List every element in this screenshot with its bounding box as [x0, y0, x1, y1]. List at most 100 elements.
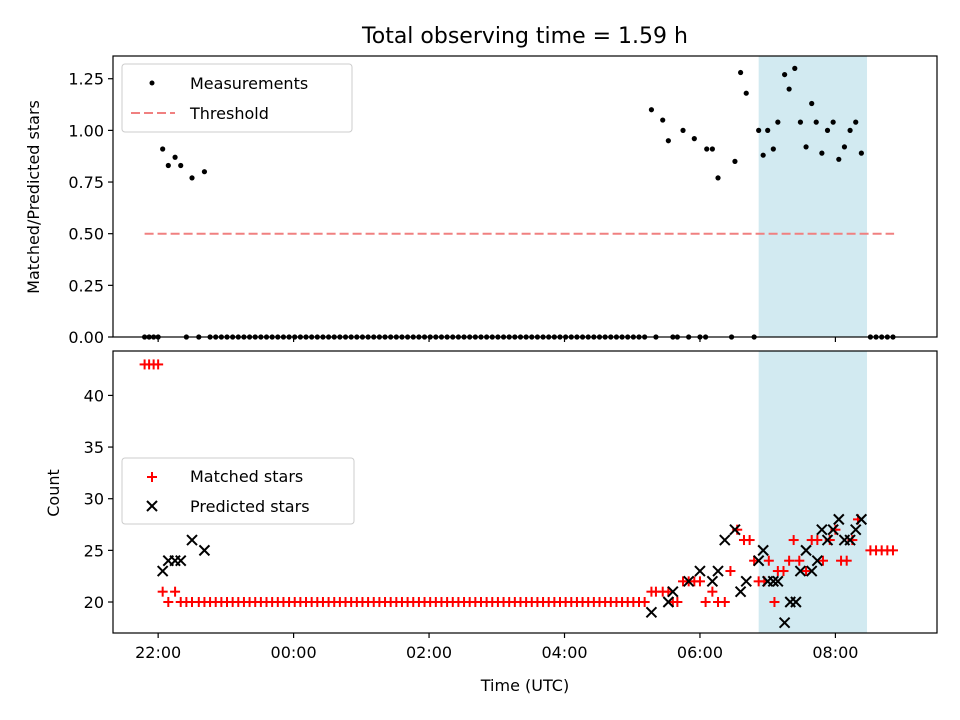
measurement-point — [830, 119, 836, 125]
count-panel-highlight-span — [758, 351, 868, 633]
measurement-point — [803, 144, 809, 150]
matched-star-point — [694, 576, 705, 587]
ratio-panel-y-axis: 0.00 0.25 0.50 0.75 1.00 1.25 — [68, 70, 113, 347]
predicted-star-point — [821, 534, 834, 546]
matched-star-point — [812, 535, 823, 546]
measurement-point — [824, 127, 831, 133]
predicted-star-point — [772, 575, 784, 588]
x-tick-label: 00:00 — [271, 643, 317, 662]
ratio-panel-ylabel: Matched/Predicted stars — [24, 100, 43, 294]
measurement-point — [665, 138, 671, 144]
legend-measurements-marker — [149, 80, 155, 86]
predicted-star-point — [186, 534, 198, 546]
ratio-panel: 0.00 0.25 0.50 0.75 1.00 1.25 Matched/Predict… — [24, 55, 938, 347]
y-tick-label: 25 — [84, 541, 104, 560]
x-axis-label: Time (UTC) — [480, 676, 569, 695]
predicted-star-point — [790, 596, 802, 608]
ratio-panel-legend: Measurements Threshold — [121, 63, 353, 133]
matched-star-point — [672, 597, 683, 608]
predicted-star-point — [757, 544, 769, 557]
predicted-star-point — [198, 544, 211, 557]
measurement-point — [797, 119, 804, 125]
x-tick-label: 02:00 — [406, 643, 452, 662]
matched-star-point — [801, 566, 812, 577]
predicted-star-point — [719, 534, 731, 546]
matched-star-point — [778, 566, 789, 577]
measurement-point — [782, 71, 788, 78]
legend-frame — [121, 63, 353, 133]
measurement-point — [819, 150, 825, 156]
measurement-point — [841, 144, 848, 150]
measurement-point — [765, 127, 771, 133]
matched-star-point — [639, 597, 650, 608]
y-tick-label: 0.75 — [68, 173, 104, 192]
measurement-point — [792, 65, 798, 71]
measurement-point — [853, 119, 859, 125]
measurement-point — [201, 169, 208, 175]
legend-predicted-marker — [146, 500, 158, 512]
y-tick-label: 20 — [84, 593, 104, 612]
count-panel-plot — [139, 359, 898, 629]
y-tick-label: 1.25 — [68, 70, 104, 89]
measurement-point — [732, 158, 738, 164]
matched-star-point — [157, 586, 168, 597]
measurement-point — [704, 146, 710, 152]
measurement-point — [809, 100, 815, 107]
ratio-panel-highlight-span — [758, 56, 868, 337]
measurement-point — [770, 146, 776, 152]
matched-star-point — [788, 535, 799, 546]
x-tick-label: 06:00 — [677, 643, 723, 662]
x-tick-label: 04:00 — [541, 643, 587, 662]
matched-star-point — [153, 359, 164, 370]
x-tick-label: 08:00 — [812, 643, 858, 662]
y-tick-label: 0.25 — [68, 276, 104, 295]
predicted-star-point — [805, 565, 818, 577]
predicted-star-point — [734, 585, 747, 598]
measurement-point — [691, 136, 697, 142]
measurement-point — [660, 117, 666, 123]
predicted-star-point — [827, 523, 839, 536]
y-tick-label: 1.00 — [68, 121, 104, 140]
predicted-star-point — [811, 554, 824, 567]
measurement-point — [760, 152, 766, 158]
count-panel-y-axis: 20 25 30 35 40 — [84, 386, 113, 612]
y-tick-label: 30 — [84, 490, 104, 509]
y-tick-label: 0.50 — [68, 225, 104, 244]
predicted-star-point — [850, 523, 862, 536]
y-tick-label: 35 — [84, 438, 104, 457]
count-panel-ylabel: Count — [44, 469, 63, 517]
measurement-point — [836, 156, 842, 162]
predicted-star-point — [694, 565, 706, 577]
matched-star-point — [700, 597, 711, 608]
matched-star-point — [763, 555, 774, 566]
measurement-point — [165, 162, 171, 169]
predicted-star-point — [662, 596, 675, 608]
legend-threshold-label: Threshold — [189, 104, 269, 123]
predicted-star-point — [175, 554, 187, 567]
measurement-point — [737, 69, 744, 76]
matched-star-point — [719, 597, 730, 608]
measurement-point — [680, 127, 686, 133]
measurement-point — [172, 154, 178, 160]
predicted-star-point — [778, 616, 791, 629]
matched-star-point — [887, 545, 898, 556]
predicted-star-point — [844, 534, 856, 546]
measurement-point — [847, 127, 853, 133]
ratio-panel-x-axis — [157, 337, 837, 342]
predicted-star-point — [767, 575, 780, 588]
predicted-star-point — [833, 513, 845, 526]
measurement-point — [715, 175, 721, 181]
matched-star-point — [794, 555, 805, 566]
matched-star-point — [170, 586, 181, 597]
matched-star-point — [707, 586, 718, 597]
count-panel-frame — [112, 350, 938, 634]
count-panel: 20 25 30 35 40 22:00 00:00 02:00 04:00 06:00 08:0… — [44, 350, 938, 662]
legend-measurements-label: Measurements — [190, 74, 308, 93]
measurement-point — [189, 175, 195, 181]
count-panel-x-axis: 22:00 00:00 02:00 04:00 06:00 08:00 — [135, 633, 858, 662]
measurement-point — [160, 146, 166, 152]
measurement-point — [756, 127, 762, 133]
legend-matched-marker — [147, 472, 157, 482]
predicted-star-point — [855, 513, 868, 526]
